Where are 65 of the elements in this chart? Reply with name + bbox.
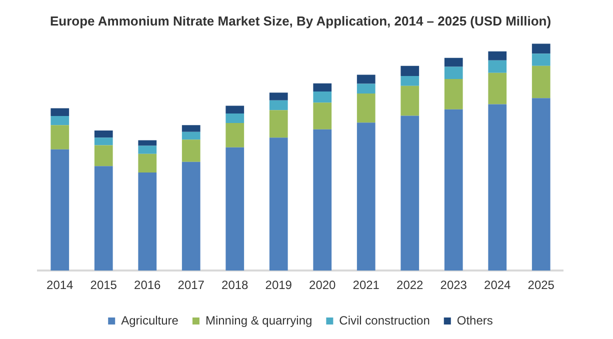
x-tick-label: 2018: [222, 278, 249, 292]
x-tick-label: 2022: [396, 278, 424, 292]
x-tick-label: 2021: [352, 278, 380, 292]
x-tick-label: 2020: [309, 278, 336, 292]
bar: [488, 72, 507, 104]
bar: [269, 110, 288, 138]
bar: [356, 84, 376, 94]
bar: [400, 76, 420, 86]
x-tick-label: 2019: [265, 278, 292, 292]
bar: [313, 102, 332, 130]
bar: [50, 149, 70, 271]
bar: [269, 138, 288, 271]
bar: [94, 166, 113, 271]
bar: [532, 98, 550, 271]
bar: [444, 58, 463, 67]
bar: [313, 129, 332, 271]
x-tick-label: 2014: [46, 278, 74, 292]
legend-label: Agriculture: [121, 313, 179, 328]
bar: [313, 91, 332, 103]
bar: [94, 130, 113, 138]
chart-title: Europe Ammonium Nitrate Market Size, By Application, 2014 – 2025 (USD Million): [50, 13, 552, 28]
bar: [182, 132, 200, 140]
bar: [182, 125, 200, 132]
bar: [532, 54, 550, 66]
bar: [356, 122, 376, 271]
bar: [488, 104, 507, 271]
bar: [138, 172, 157, 271]
bar: [182, 140, 200, 162]
bar: [138, 140, 157, 146]
x-tick-label: 2023: [440, 278, 468, 292]
bar: [94, 145, 113, 166]
bar: [226, 114, 244, 124]
x-tick-label: 2025: [528, 278, 555, 292]
bar: [356, 94, 376, 123]
x-tick-label: 2017: [178, 278, 205, 292]
legend-label: Minning & quarrying: [205, 313, 312, 328]
bar: [226, 123, 244, 148]
bar: [182, 162, 200, 271]
bar: [269, 92, 288, 100]
bar: [138, 146, 157, 154]
legend-label: Civil construction: [339, 313, 430, 328]
bar: [226, 147, 244, 271]
x-tick-label: 2016: [134, 278, 162, 292]
bar: [532, 66, 550, 98]
bar: [226, 106, 244, 114]
bar: [94, 138, 113, 146]
bar: [269, 100, 288, 110]
bar: [138, 154, 157, 173]
bar: [400, 116, 420, 271]
bar: [50, 116, 70, 126]
bar: [400, 86, 420, 116]
bar: [356, 74, 376, 84]
x-tick-label: 2015: [90, 278, 118, 292]
bar: [313, 83, 332, 92]
bar: [444, 109, 463, 271]
bar: [400, 66, 420, 76]
legend-label: Others: [456, 313, 493, 328]
bar: [444, 66, 463, 80]
bar: [488, 51, 507, 60]
bar: [50, 125, 70, 150]
x-tick-label: 2024: [484, 278, 512, 292]
bar: [444, 79, 463, 110]
bar: [532, 44, 550, 54]
bar: [50, 108, 70, 116]
bar: [488, 60, 507, 73]
